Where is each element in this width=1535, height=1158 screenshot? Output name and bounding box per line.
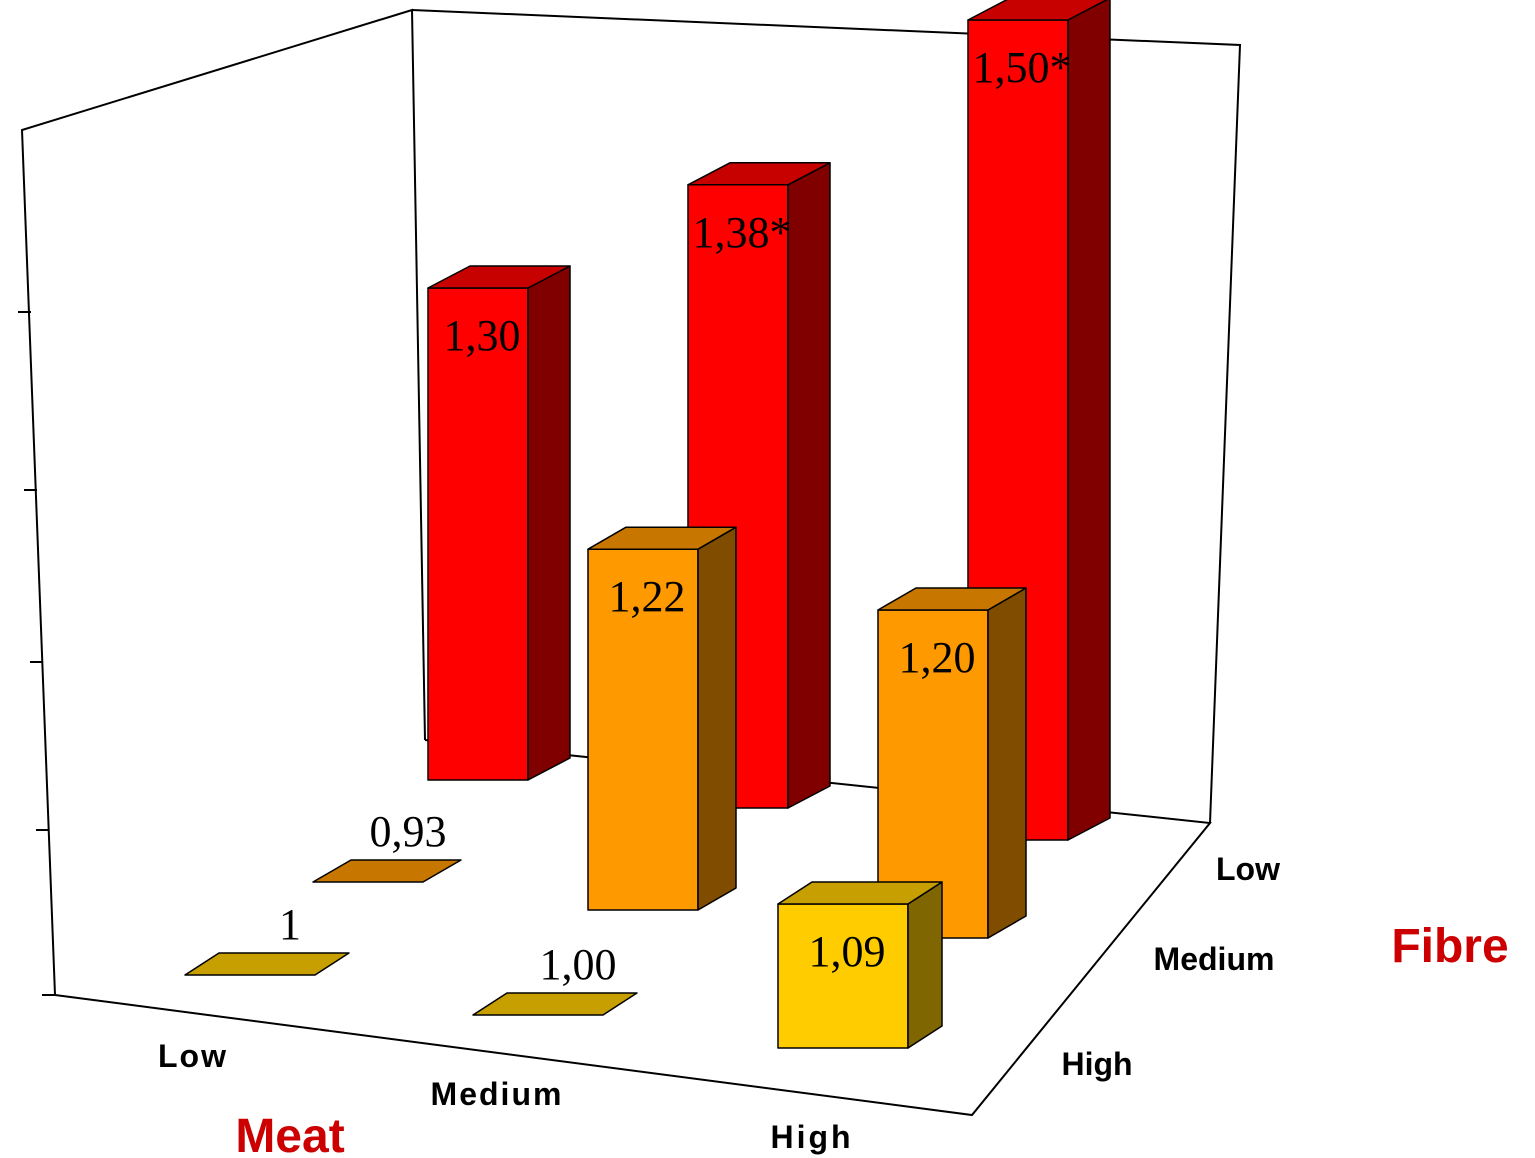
depth-axis-labels: Low Medium High (1061, 851, 1280, 1082)
data-label: 1,09 (809, 927, 886, 976)
bar-side-face (1067, 0, 1111, 841)
bar (472, 992, 638, 1016)
x-tick-label: Medium (431, 1076, 564, 1112)
bar-top-face (184, 952, 350, 976)
data-labels: 1,30 1,38* 1,50* 0,93 1,22 1,20 1 1,00 1,09 (279, 43, 1072, 989)
data-label: 1,20 (899, 633, 976, 682)
x-tick-label: High (770, 1119, 853, 1155)
bar (587, 526, 737, 911)
bar (312, 859, 462, 883)
left-wall (20, 8, 426, 996)
bar-top-face (877, 587, 1027, 611)
bar-side-face (787, 162, 831, 809)
depth-tick-label: Low (1216, 851, 1280, 887)
x-axis-title: Meat (235, 1110, 344, 1158)
bar (687, 162, 831, 809)
bar (877, 587, 1027, 939)
bar-top-face (687, 162, 831, 186)
bar-side-face (907, 881, 943, 1049)
data-label: 0,93 (370, 807, 447, 856)
depth-tick-label: Medium (1154, 941, 1275, 977)
bar-top-face (967, 0, 1108, 21)
data-label: 1,22 (609, 572, 686, 621)
bar-side-face (527, 265, 571, 781)
x-tick-label: Low (158, 1038, 228, 1074)
data-label: 1,50* (973, 43, 1072, 92)
x-axis-labels: Low Medium High (158, 1038, 853, 1155)
depth-axis-title: Fibre (1391, 920, 1508, 973)
bar (184, 952, 350, 976)
back-wall (411, 9, 1242, 824)
bar (777, 881, 943, 1049)
data-label: 1,00 (540, 940, 617, 989)
bar-front-face (777, 903, 909, 1049)
data-label: 1,38* (693, 208, 792, 257)
bar-top-face (587, 526, 737, 550)
bars (184, 0, 1111, 1049)
bar-top-face (427, 265, 571, 289)
bar-front-face (427, 287, 529, 781)
depth-tick-label: High (1061, 1046, 1132, 1082)
bar-side-face (697, 526, 737, 911)
bar (427, 265, 571, 781)
bar-side-face (987, 587, 1027, 939)
bar-top-face (472, 992, 638, 1016)
bar-top-face (777, 881, 943, 905)
bar-top-face (312, 859, 462, 883)
data-label: 1,30 (444, 311, 521, 360)
data-label: 1 (279, 900, 301, 949)
